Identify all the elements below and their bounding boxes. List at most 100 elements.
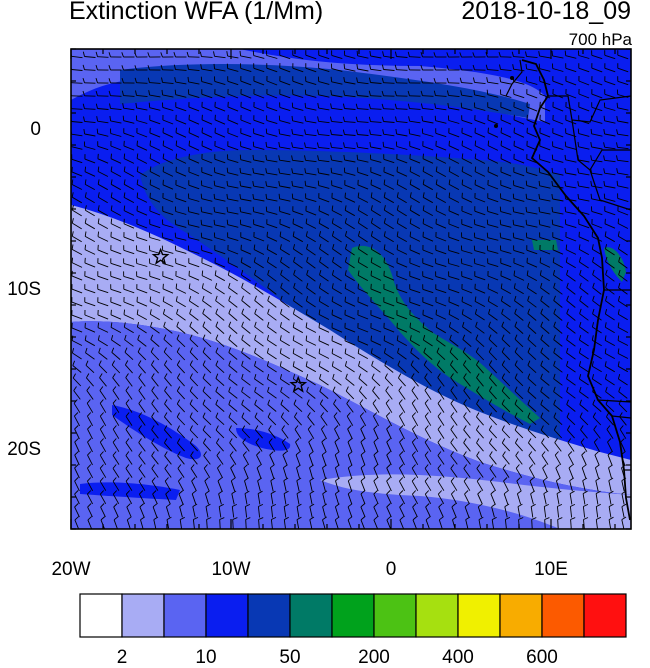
colorbar-label-10: 10 (195, 648, 216, 668)
wind-barb-flag (539, 181, 540, 186)
wind-barb-flag (189, 141, 190, 146)
wind-barb-flag (371, 271, 372, 276)
wind-barb-flag (409, 129, 410, 134)
wind-barb-flag (98, 232, 99, 237)
wind-barb-flag (124, 206, 125, 211)
wind-barb-flag (488, 128, 489, 133)
wind-barb-flag (163, 167, 164, 172)
island-bioko (510, 76, 514, 80)
wind-barb-flag (176, 141, 177, 146)
wind-barb-flag (539, 64, 540, 69)
x-tick-label-10W: 10W (211, 560, 250, 580)
wind-barb-flag (592, 232, 593, 237)
colorbar-box (500, 594, 542, 637)
wind-barb-flag (566, 245, 567, 250)
wind-barb (397, 70, 408, 71)
y-tick-label-20S: 20S (7, 440, 41, 460)
wind-barb-flag (591, 194, 592, 199)
wind-barb-flag (436, 206, 437, 211)
wind-barb-flag (240, 51, 241, 56)
wind-barb-flag (397, 245, 398, 250)
wind-barb-flag (214, 220, 215, 225)
colorbar-box (248, 594, 290, 637)
wind-barb-flag (123, 116, 124, 121)
wind-barb-flag (163, 141, 164, 146)
wind-barb-flag (137, 141, 138, 146)
wind-barb (384, 109, 395, 110)
wind-barb-flag (526, 64, 527, 69)
wind-barb-flag (540, 258, 541, 263)
wind-barb-flag (214, 194, 215, 199)
wind-barb (85, 109, 96, 110)
colorbar-label-400: 400 (442, 648, 474, 668)
wind-barb-flag (149, 103, 150, 108)
wind-barb-flag (293, 219, 294, 224)
wind-barb-flag (97, 129, 98, 134)
wind-barb (397, 109, 408, 110)
wind-barb-flag (488, 154, 489, 159)
colorbar-box (164, 594, 206, 637)
wind-barb-flag (462, 141, 463, 146)
wind-barb-flag (384, 258, 385, 263)
wind-barb-flag (111, 154, 112, 159)
wind-barb-flag (214, 207, 215, 212)
wind-barb-flag (98, 323, 99, 328)
colorbar-box (290, 594, 332, 637)
wind-barb-flag (488, 141, 489, 146)
wind-barb-flag (513, 220, 514, 225)
wind-barb (384, 83, 395, 84)
wind-barb-flag (227, 168, 228, 173)
wind-barb (371, 96, 382, 97)
wind-barb-flag (604, 116, 605, 121)
wind-barb-flag (345, 193, 346, 198)
wind-barb-flag (176, 154, 177, 159)
wind-barb-flag (319, 206, 320, 211)
wind-barb-flag (201, 207, 202, 212)
colorbar-label-600: 600 (526, 648, 558, 668)
wind-barb (137, 83, 148, 84)
wind-barb-flag (266, 194, 267, 199)
wind-barb-flag (501, 128, 502, 133)
wind-barb-flag (305, 181, 306, 186)
colorbar-box (122, 594, 164, 637)
wind-barb-flag (475, 180, 476, 185)
wind-barb-flag (384, 336, 385, 341)
wind-barb-flag (202, 271, 203, 276)
wind-barb-flag (175, 90, 176, 95)
wind-barb-flag (240, 168, 241, 173)
wind-barb-flag (357, 51, 358, 56)
island-principe (494, 124, 498, 128)
wind-barb-flag (227, 181, 228, 186)
wind-barb-flag (371, 180, 372, 185)
colorbar-box (80, 594, 122, 637)
wind-barb-flag (319, 336, 320, 341)
wind-barb-flag (279, 129, 280, 134)
wind-barb-flag (565, 51, 566, 56)
wind-barb-flag (357, 155, 358, 160)
wind-barb-flag (253, 155, 254, 160)
wind-barb-flag (162, 90, 163, 95)
wind-barb-flag (578, 142, 579, 147)
wind-barb (98, 57, 109, 58)
colorbar-label-200: 200 (358, 648, 390, 668)
wind-barb-flag (279, 194, 280, 199)
wind-barb-flag (267, 232, 268, 237)
wind-barb-flag (319, 323, 320, 328)
wind-barb-flag (552, 51, 553, 56)
wind-barb-flag (539, 220, 540, 225)
wind-barb-flag (188, 233, 189, 238)
wind-barb-flag (188, 77, 189, 82)
wind-barb-flag (371, 336, 372, 341)
colorbar-box (374, 594, 416, 637)
wind-barb-flag (436, 154, 437, 159)
wind-barb-flag (150, 141, 151, 146)
wind-barb-flag (423, 154, 424, 159)
wind-barb-flag (591, 129, 592, 134)
wind-barb-flag (552, 168, 553, 173)
wind-barb-flag (175, 233, 176, 238)
x-tick-label-0: 0 (386, 560, 397, 580)
wind-barb-flag (618, 336, 619, 341)
wind-barb (371, 109, 382, 110)
wind-barb-flag (578, 194, 579, 199)
wind-barb-flag (513, 207, 514, 212)
